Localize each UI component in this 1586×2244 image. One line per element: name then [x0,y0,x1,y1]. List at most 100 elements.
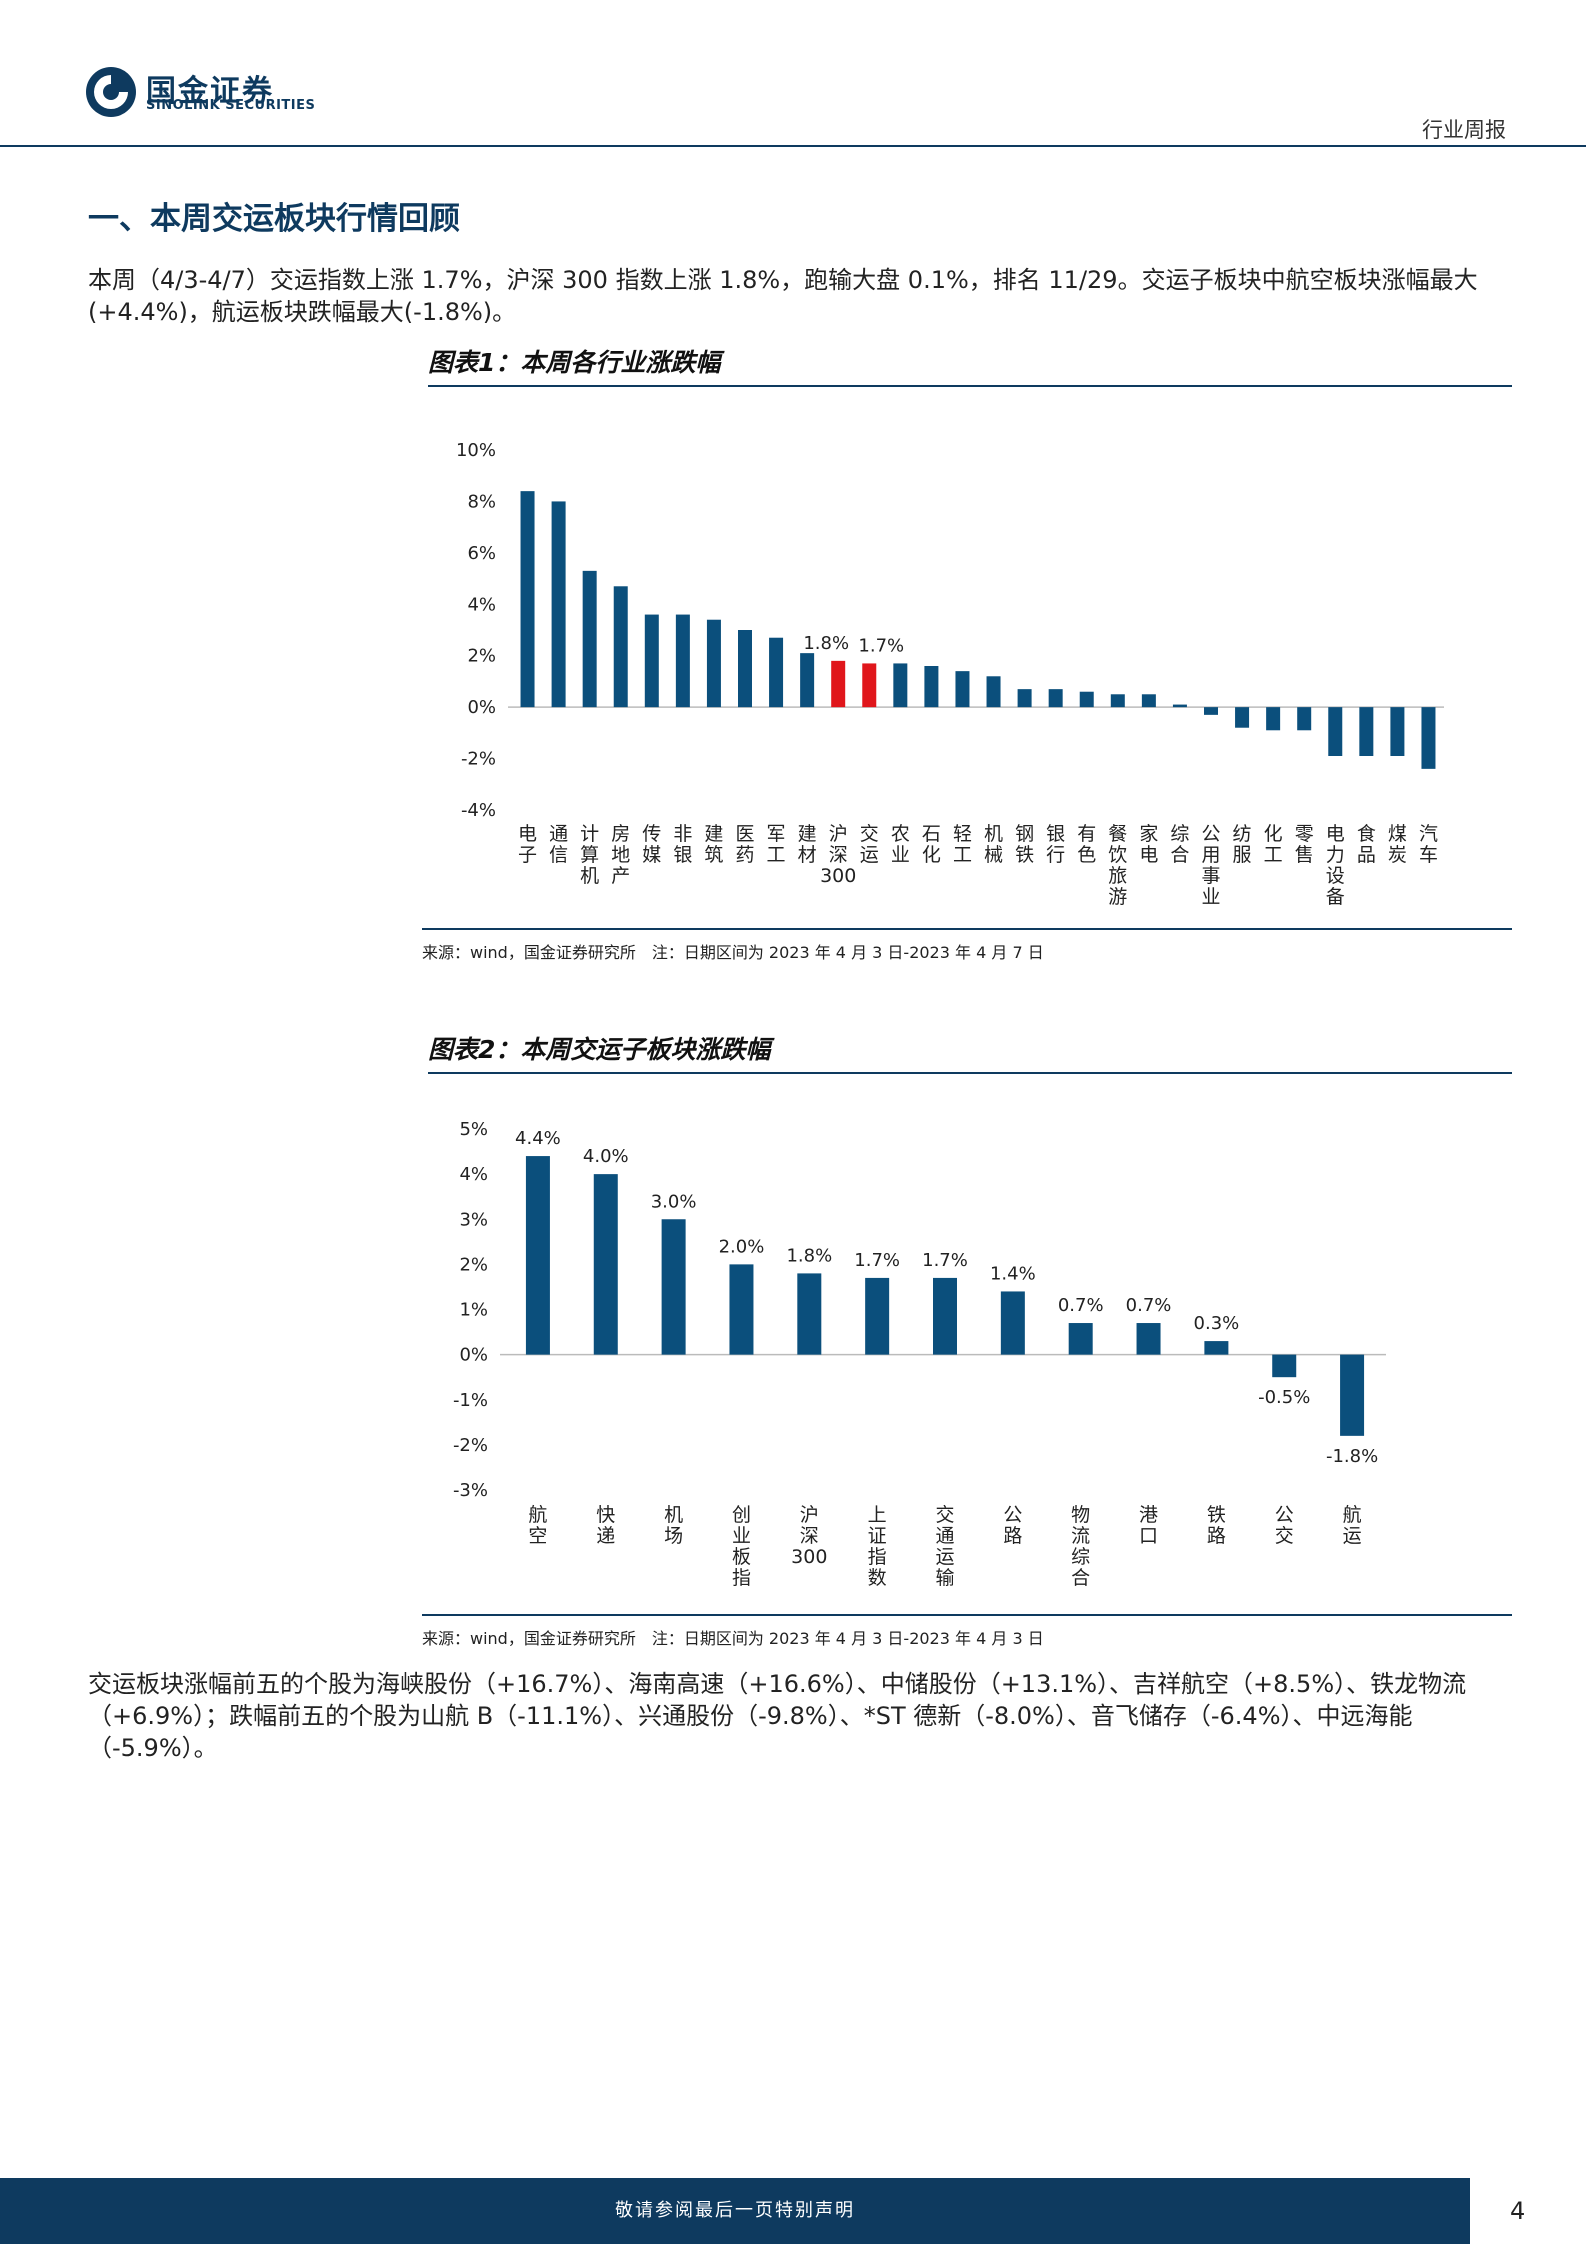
figure2-title: 图表2：本周交运子板块涨跌幅 [428,1032,1512,1074]
bar [1017,689,1032,708]
category-label: 航空 [528,1504,547,1547]
category-label: 计算机 [580,823,599,887]
y-tick-label: 2% [467,646,496,667]
category-label: 电子 [518,823,537,866]
bar [800,653,815,708]
transport-subsector-chart-svg: -3% -2% -1% 0% 1% 2% 3% 4% 5% 航空 4.4% 快递 4.0% 机场 3.0% 创… [453,1119,1386,1589]
bar [1272,1354,1297,1378]
bar [1204,1341,1229,1355]
bar [1068,1323,1093,1355]
y-tick-label: 8% [467,491,496,512]
y-tick-label: -1% [453,1390,488,1411]
footer-disclaimer: 敬请参阅最后一页特别声明 [615,2200,855,2221]
stock-movers-paragraph: 交运板块涨幅前五的个股为海峡股份（+16.7%）、海南高速（+16.6%）、中储… [88,1670,1467,1762]
y-tick-label: 0% [459,1345,488,1366]
category-label: 公交 [1275,1504,1294,1547]
category-label: 银行 [1046,823,1065,866]
category-label: 纺服 [1233,823,1252,866]
bar [1204,707,1218,715]
category-label: 创业板指 [732,1504,751,1589]
category-label: 零售 [1295,823,1314,866]
page-number: 4 [1510,2197,1526,2225]
y-tick-label: 1% [459,1300,488,1321]
data-label: 0.7% [1058,1295,1104,1316]
bar [1359,707,1374,756]
data-label: 1.7% [854,1250,900,1271]
category-label: 物流综合 [1071,1504,1090,1589]
category-label: 通信 [549,823,568,866]
page-footer: 敬请参阅最后一页特别声明 4 [0,2178,1586,2244]
category-label: 公用事业 [1201,823,1220,908]
bar [706,619,721,708]
category-label: 交通运输 [935,1504,954,1589]
category-label: 电力设备 [1326,823,1345,908]
category-label: 港口 [1139,1504,1158,1547]
category-label: 餐饮旅游 [1108,823,1127,908]
category-label: 机场 [664,1504,683,1547]
y-tick-label: 4% [459,1164,488,1185]
summary-paragraph: 本周（4/3-4/7）交运指数上涨 1.7%，沪深 300 指数上涨 1.8%，… [88,266,1478,326]
bar [1048,689,1063,708]
category-label: 石化 [922,823,941,866]
data-label: 1.8% [786,1245,832,1266]
bar [924,666,939,708]
category-label: 有色 [1077,823,1096,866]
industry-change-chart: -4% -2% 0% 2% 4% 6% 8% 10% 电子 通信 计算机 房地产 传媒 非银 建筑 医药 军工建… [420,430,1512,920]
category-label: 上证指数 [868,1504,887,1589]
category-label: 沪深 300 [820,823,856,887]
category-label: 建材 [798,823,817,866]
report-type: 行业周报 [1422,118,1506,142]
y-tick-label: 0% [467,697,496,718]
bar [551,501,566,708]
bar [729,1264,754,1355]
figure1-source: 来源：wind，国金证券研究所 注：日期区间为 2023 年 4 月 3 日-2… [422,928,1512,963]
figure1-title-text: 图表1：本周各行业涨跌幅 [428,348,721,377]
data-label: 1.8% [803,633,849,654]
bar [955,671,970,708]
y-tick-label: 10% [456,440,496,461]
bar [1172,704,1187,708]
category-label: 航运 [1343,1504,1362,1547]
bar [525,1156,550,1355]
bar [738,630,752,708]
bar [661,1219,686,1355]
bar [1390,707,1405,756]
logo-chinese-name: 国金证券 [146,74,274,109]
bar [593,1174,618,1355]
category-label: 农业 [891,823,910,866]
y-tick-label: 4% [467,594,496,615]
bar [933,1277,957,1355]
data-label: 0.7% [1126,1295,1172,1316]
bar [862,663,877,708]
bar [644,614,659,708]
category-label: 铁路 [1207,1504,1226,1547]
sinolink-logo-icon [86,67,136,117]
section-title: 一、本周交运板块行情回顾 [88,201,460,237]
data-label: -1.8% [1326,1446,1378,1467]
y-tick-label: 5% [459,1119,488,1140]
category-label: 食品 [1357,823,1376,866]
y-tick-label: 3% [459,1209,488,1230]
bar [675,614,690,708]
category-label: 军工 [767,823,786,866]
category-label: 沪深 300 [791,1504,827,1568]
bar [1297,707,1312,731]
y-tick-label: 6% [467,543,496,564]
bar [582,570,597,708]
bar [613,586,628,708]
data-label: 4.0% [583,1146,629,1167]
bar [769,637,784,708]
bar [1136,1323,1161,1355]
data-label: 0.3% [1194,1313,1240,1334]
category-label: 轻工 [953,823,972,866]
y-tick-label: -3% [453,1480,488,1501]
y-tick-label: -4% [461,800,496,821]
category-label: 综合 [1170,823,1189,866]
bar [865,1277,890,1355]
bar [1421,707,1436,769]
footer-bar [0,2178,1470,2244]
bar [1266,707,1281,731]
bar [1235,707,1250,728]
category-label: 交运 [860,823,879,866]
category-label: 传媒 [642,823,661,866]
